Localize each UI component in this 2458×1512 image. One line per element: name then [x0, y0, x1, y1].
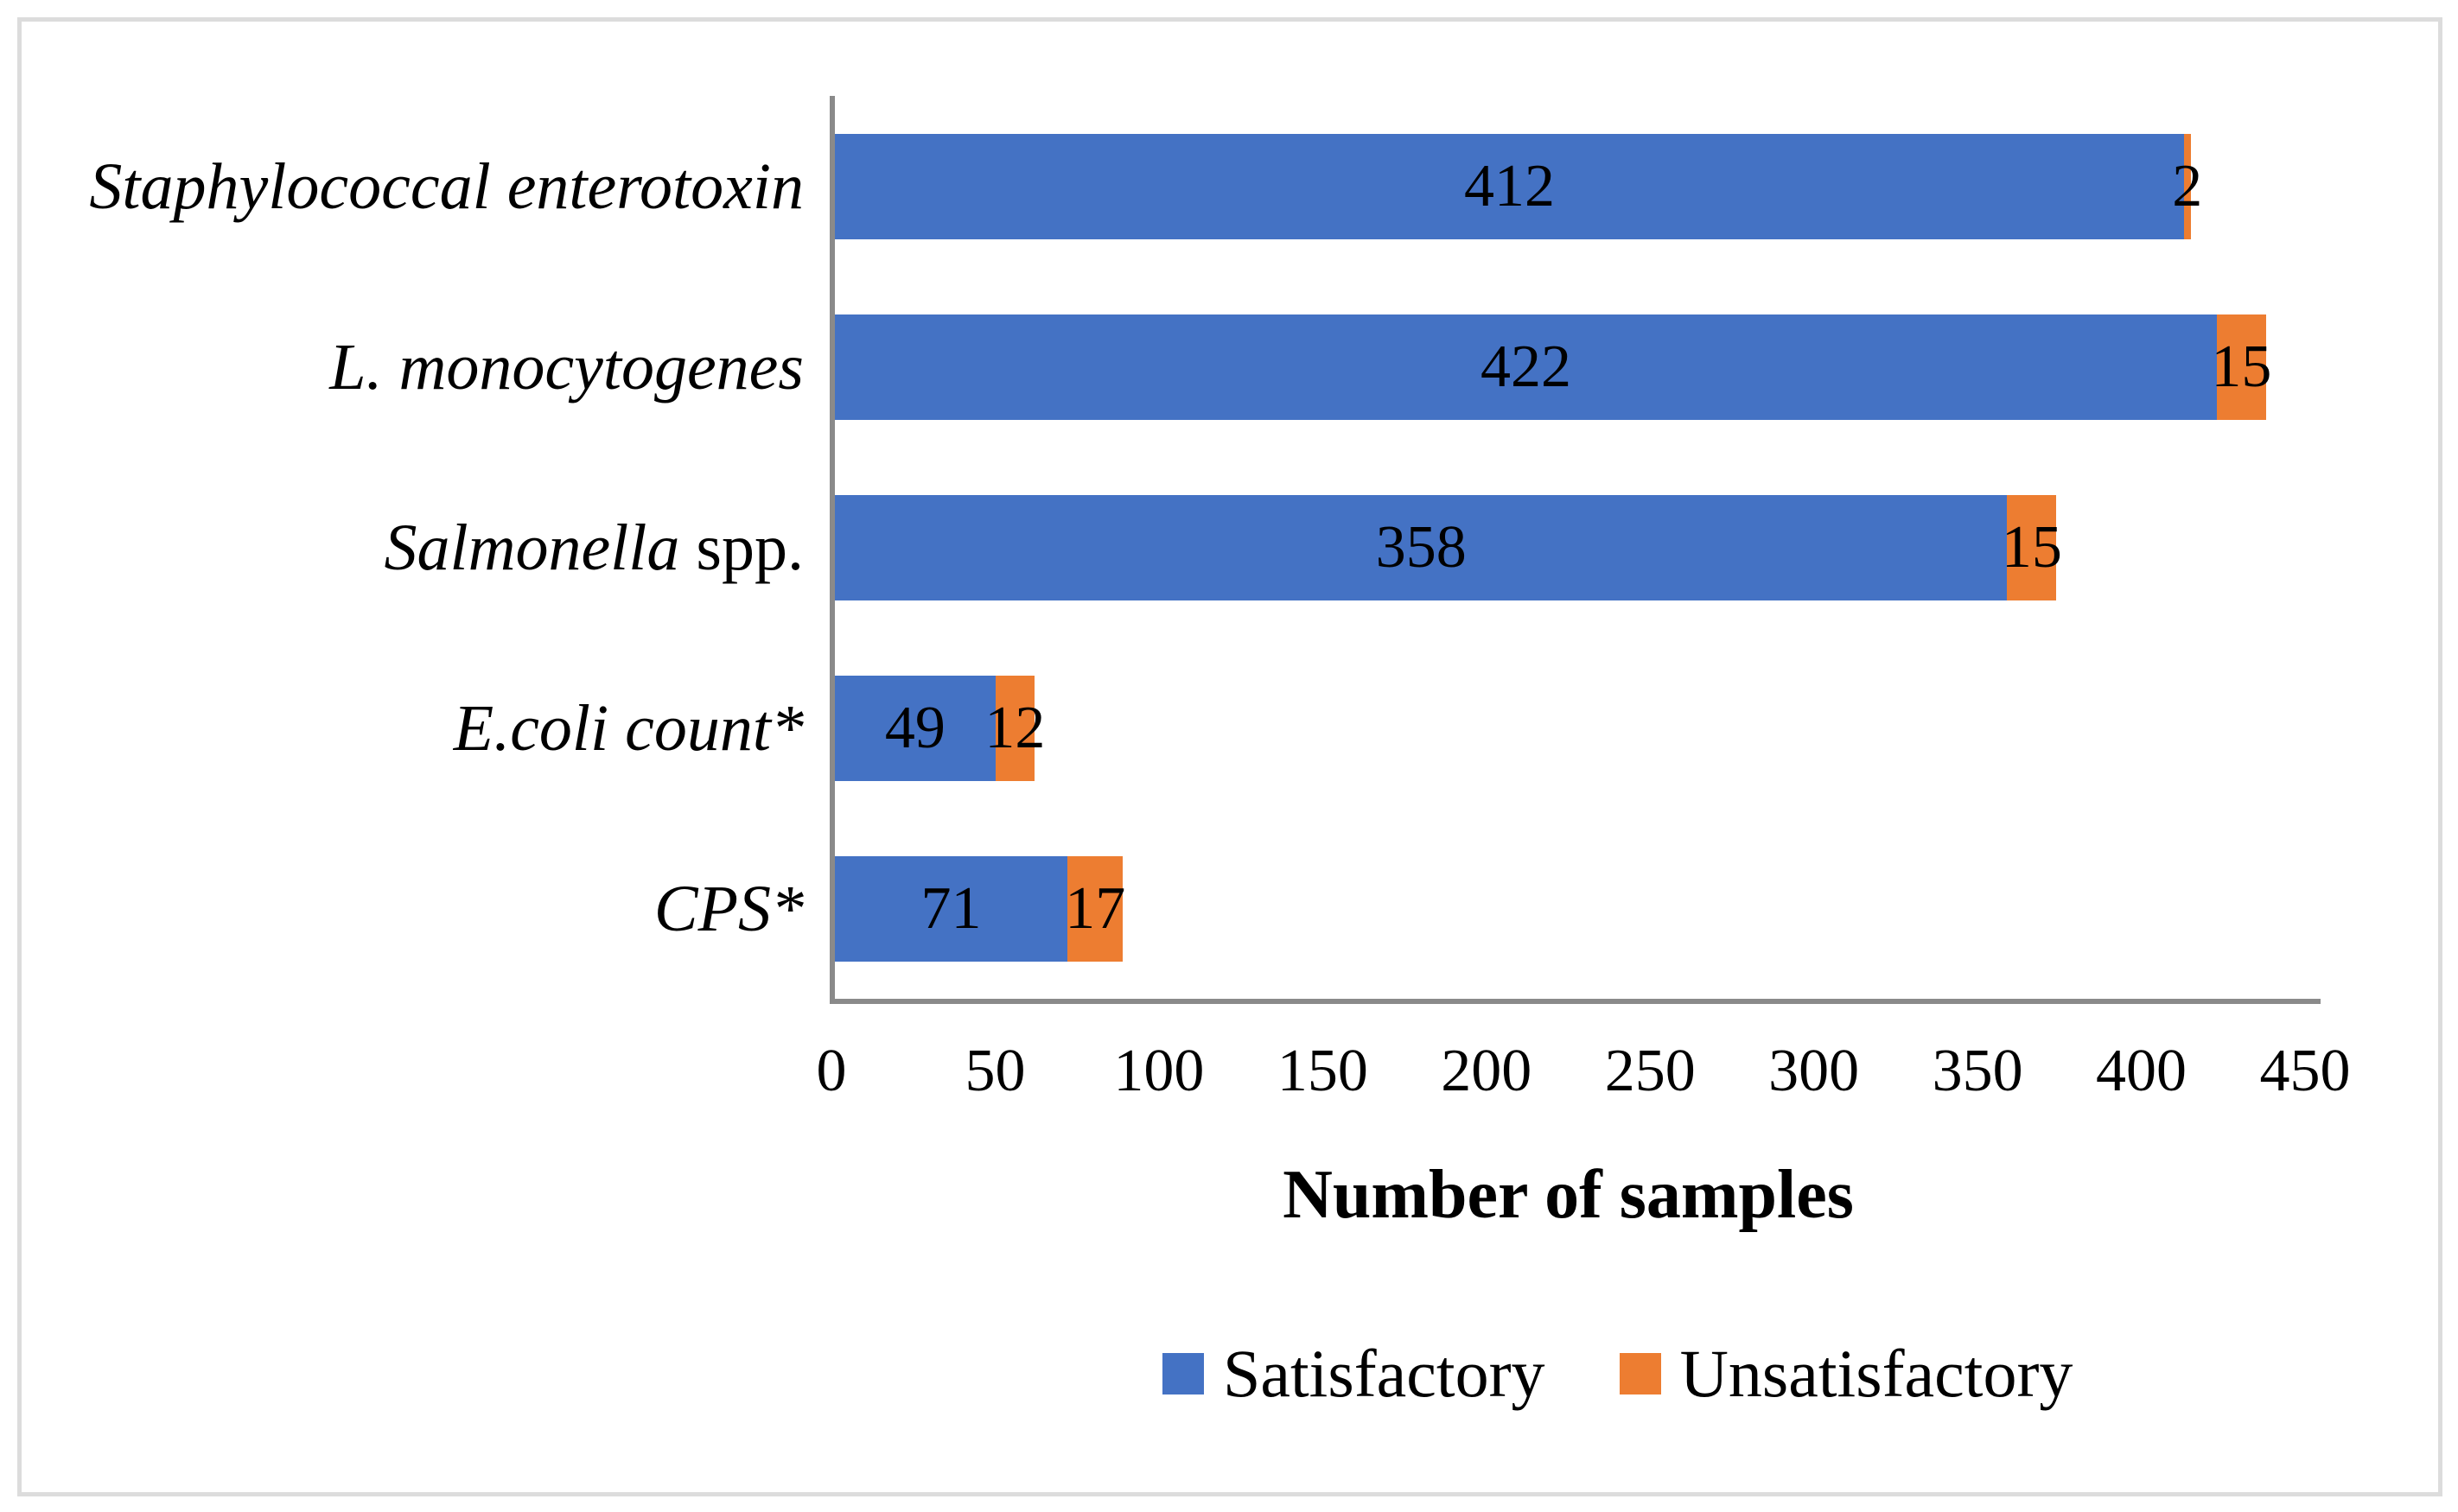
bar-value-label: 12 — [984, 694, 1046, 761]
x-tick-label: 450 — [2259, 1038, 2351, 1104]
bar-value-label: 15 — [2001, 513, 2062, 581]
legend: Satisfactory Unsatisfactory — [1162, 1335, 2073, 1413]
bar-value-label: 2 — [2172, 152, 2203, 219]
x-tick-label: 200 — [1441, 1038, 1532, 1104]
x-axis-title: Number of samples — [1283, 1157, 1854, 1233]
x-tick-label: 300 — [1768, 1038, 1860, 1104]
category-label: Salmonella spp. — [0, 495, 804, 600]
legend-swatch-satisfactory — [1162, 1353, 1204, 1394]
bar-segment-satisfactory — [835, 675, 996, 781]
x-tick-label: 50 — [965, 1038, 1026, 1104]
bar-value-label: 49 — [884, 694, 946, 761]
bar-segment-unsatisfactory — [1067, 855, 1124, 962]
bar-value-label: 17 — [1065, 874, 1126, 942]
bar-segment-unsatisfactory — [2184, 133, 2191, 239]
legend-label: Satisfactory — [1223, 1336, 1545, 1411]
category-label: L. monocytogenes — [0, 314, 804, 420]
bar-segment-unsatisfactory — [995, 675, 1035, 781]
category-label-roman-part: spp. — [679, 511, 804, 584]
bar-value-label: 422 — [1480, 333, 1571, 400]
category-label: CPS* — [0, 856, 804, 962]
x-tick-label: 250 — [1604, 1038, 1696, 1104]
bar-value-label: 71 — [920, 874, 982, 942]
category-label: Staphylococcal enterotoxin — [0, 134, 804, 239]
x-tick-label: 350 — [1932, 1038, 2023, 1104]
bar-segment-unsatisfactory — [2216, 314, 2266, 420]
category-label: E.coli count* — [0, 676, 804, 781]
bar-segment-satisfactory — [835, 855, 1067, 962]
category-label-italic-part: Salmonella — [384, 511, 680, 584]
y-axis-line — [830, 96, 835, 1004]
category-label-italic-part: CPS* — [653, 872, 804, 945]
x-axis-line — [830, 999, 2321, 1004]
bar-segment-satisfactory — [835, 494, 2008, 600]
bar-value-label: 15 — [2211, 333, 2272, 400]
bar-value-label: 412 — [1464, 152, 1555, 219]
bar-value-label: 358 — [1375, 513, 1467, 581]
category-label-italic-part: Staphylococcal enterotoxin — [89, 149, 804, 223]
category-label-italic-part: L. monocytogenes — [329, 330, 804, 403]
legend-label: Unsatisfactory — [1679, 1336, 2073, 1411]
x-tick-label: 0 — [816, 1038, 847, 1104]
x-tick-label: 400 — [2096, 1038, 2187, 1104]
x-tick-label: 100 — [1113, 1038, 1205, 1104]
legend-item-unsatisfactory: Unsatisfactory — [1619, 1335, 2073, 1413]
category-label-italic-part: E.coli count* — [453, 691, 804, 765]
legend-item-satisfactory: Satisfactory — [1162, 1335, 1545, 1413]
bar-segment-unsatisfactory — [2007, 494, 2057, 600]
legend-swatch-unsatisfactory — [1619, 1353, 1661, 1394]
bar-segment-satisfactory — [835, 314, 2217, 420]
x-tick-label: 150 — [1277, 1038, 1368, 1104]
bar-segment-satisfactory — [835, 133, 2185, 239]
